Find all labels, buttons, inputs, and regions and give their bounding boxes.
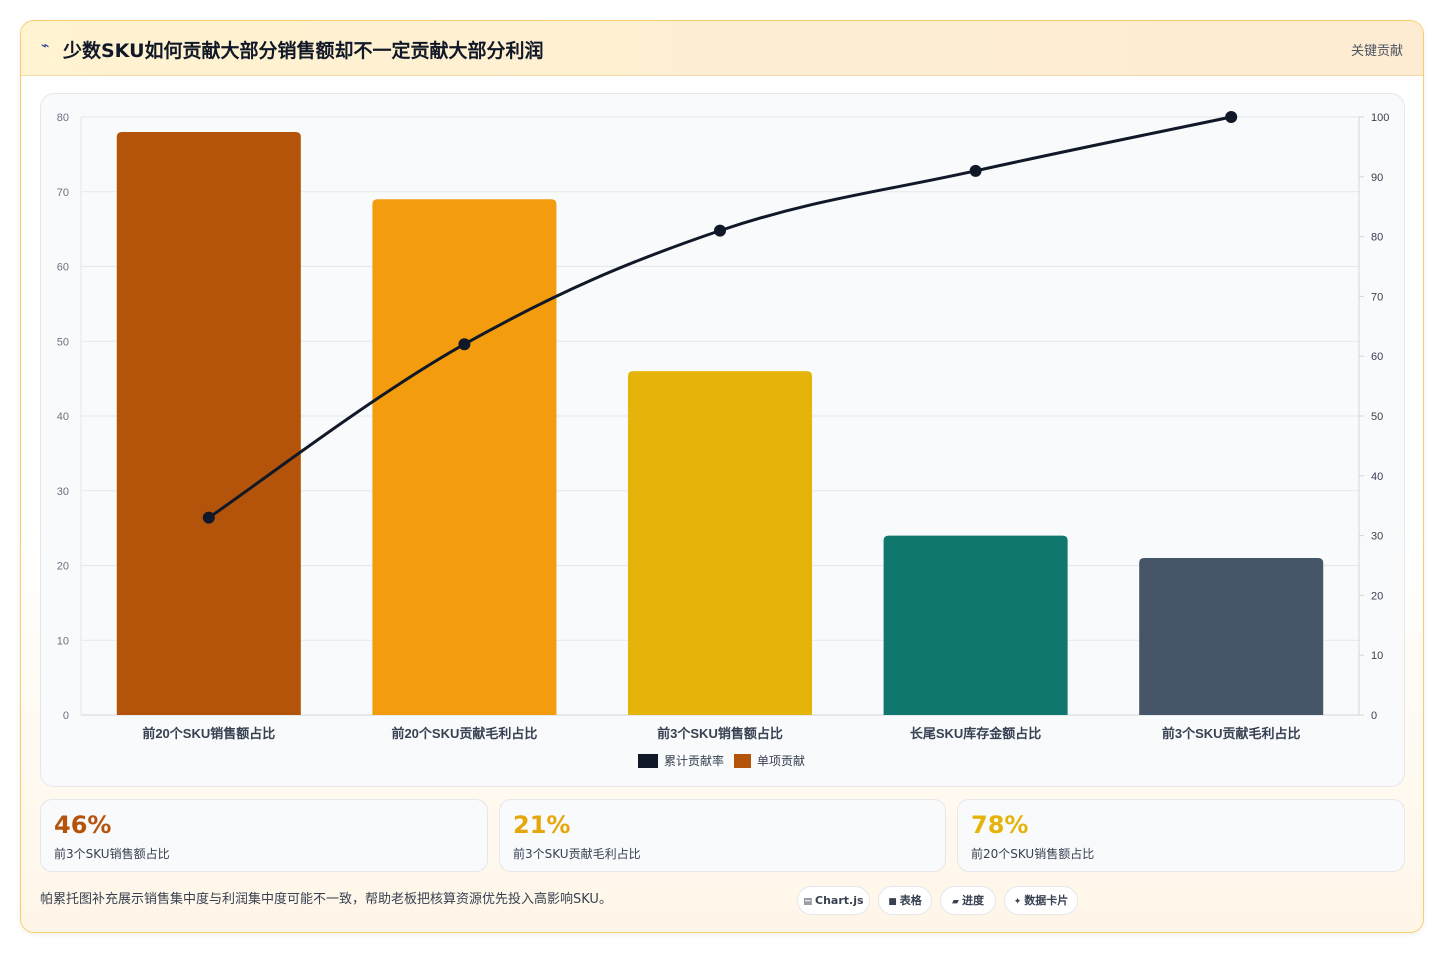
y-tick-label: 70 (57, 187, 69, 199)
card-title: 少数SKU如何贡献大部分销售额却不一定贡献大部分利润 (63, 40, 544, 62)
y2-tick-label: 0 (1371, 710, 1377, 722)
kpi-label: 前3个SKU贡献毛利占比 (513, 847, 641, 861)
pareto-chart: 0 10 20 30 40 50 60 70 80 0 10 20 30 40 50 60 70 80 90 100 前… (57, 111, 1389, 768)
line-point (458, 338, 471, 351)
kpi-value: 46% (54, 811, 112, 839)
data-card-pill[interactable]: ✦ 数据卡片 (1004, 886, 1078, 915)
line-point (1225, 111, 1238, 123)
pill-label: 进度 (961, 894, 984, 907)
progress-pill[interactable]: ▰ 进度 (940, 886, 996, 915)
dashboard-card: ⌁ 少数SKU如何贡献大部分销售额却不一定贡献大部分利润 关键贡献 0 10 20 3… (20, 20, 1424, 933)
table-icon: ■ (888, 897, 897, 907)
y2-tick-label: 10 (1371, 650, 1383, 662)
y-tick-label: 0 (63, 710, 69, 722)
pill-label: Chart.js (815, 894, 864, 907)
y-tick-label: 10 (57, 635, 69, 647)
x-tick-label: 前3个SKU贡献毛利占比 (1162, 726, 1301, 741)
chart-note: 帕累托图补充展示销售集中度与利润集中度可能不一致，帮助老板把核算资源优先投入高影… (40, 892, 612, 907)
y-tick-label: 30 (57, 486, 69, 498)
progress-icon: ▰ (952, 897, 959, 907)
line-point (969, 164, 982, 177)
legend-label: 累计贡献率 (664, 753, 724, 768)
kpi-label: 前3个SKU销售额占比 (54, 847, 170, 861)
table-pill[interactable]: ■ 表格 (878, 886, 932, 915)
x-tick-label: 长尾SKU库存金额占比 (910, 726, 1041, 741)
x-tick-label: 前3个SKU销售额占比 (657, 726, 783, 741)
legend-swatch (734, 754, 751, 768)
y-tick-label: 60 (57, 262, 69, 274)
y2-tick-label: 30 (1371, 531, 1383, 543)
pill-label: 数据卡片 (1024, 894, 1069, 907)
y-tick-label: 40 (57, 411, 69, 423)
y2-tick-label: 80 (1371, 232, 1383, 244)
chart-icon: ▤ (803, 897, 812, 907)
bar (372, 199, 557, 716)
y-tick-label: 80 (57, 112, 69, 124)
kpi-card-1: 46% 前3个SKU销售额占比 (40, 799, 488, 872)
line-point (714, 224, 726, 237)
kpi-value: 21% (513, 811, 571, 839)
legend-swatch (638, 754, 658, 768)
x-tick-label: 前20个SKU贡献毛利占比 (391, 726, 537, 741)
pareto-chart-panel: 0 10 20 30 40 50 60 70 80 0 10 20 30 40 50 60 70 80 90 100 前… (40, 93, 1405, 787)
legend-label: 单项贡献 (757, 753, 805, 768)
line-point (202, 511, 215, 524)
chartjs-pill[interactable]: ▤ Chart.js (797, 886, 870, 915)
sparkle-icon: ✦ (1013, 897, 1022, 907)
y2-tick-label: 70 (1371, 291, 1383, 303)
bolt-icon: ⌁ (41, 38, 50, 54)
bar (1139, 558, 1324, 715)
key-contribution-tag: 关键贡献 (1350, 44, 1403, 59)
y2-tick-label: 40 (1371, 471, 1383, 483)
y2-tick-label: 50 (1371, 411, 1383, 423)
y-tick-label: 50 (57, 336, 69, 348)
y2-tick-label: 60 (1371, 351, 1383, 363)
kpi-value: 78% (971, 811, 1029, 839)
y-tick-label: 20 (57, 561, 69, 573)
kpi-card-2: 21% 前3个SKU贡献毛利占比 (499, 799, 946, 872)
y2-tick-label: 100 (1371, 112, 1389, 124)
kpi-card-3: 78% 前20个SKU销售额占比 (957, 799, 1405, 872)
y2-tick-label: 90 (1371, 172, 1383, 184)
pill-label: 表格 (899, 894, 922, 907)
bar (116, 131, 301, 715)
card-header: ⌁ 少数SKU如何贡献大部分销售额却不一定贡献大部分利润 关键贡献 (21, 21, 1423, 76)
bar (627, 371, 813, 715)
x-tick-label: 前20个SKU销售额占比 (142, 726, 275, 741)
y2-tick-label: 20 (1371, 590, 1383, 602)
bar (883, 535, 1068, 715)
kpi-label: 前20个SKU销售额占比 (971, 847, 1095, 861)
